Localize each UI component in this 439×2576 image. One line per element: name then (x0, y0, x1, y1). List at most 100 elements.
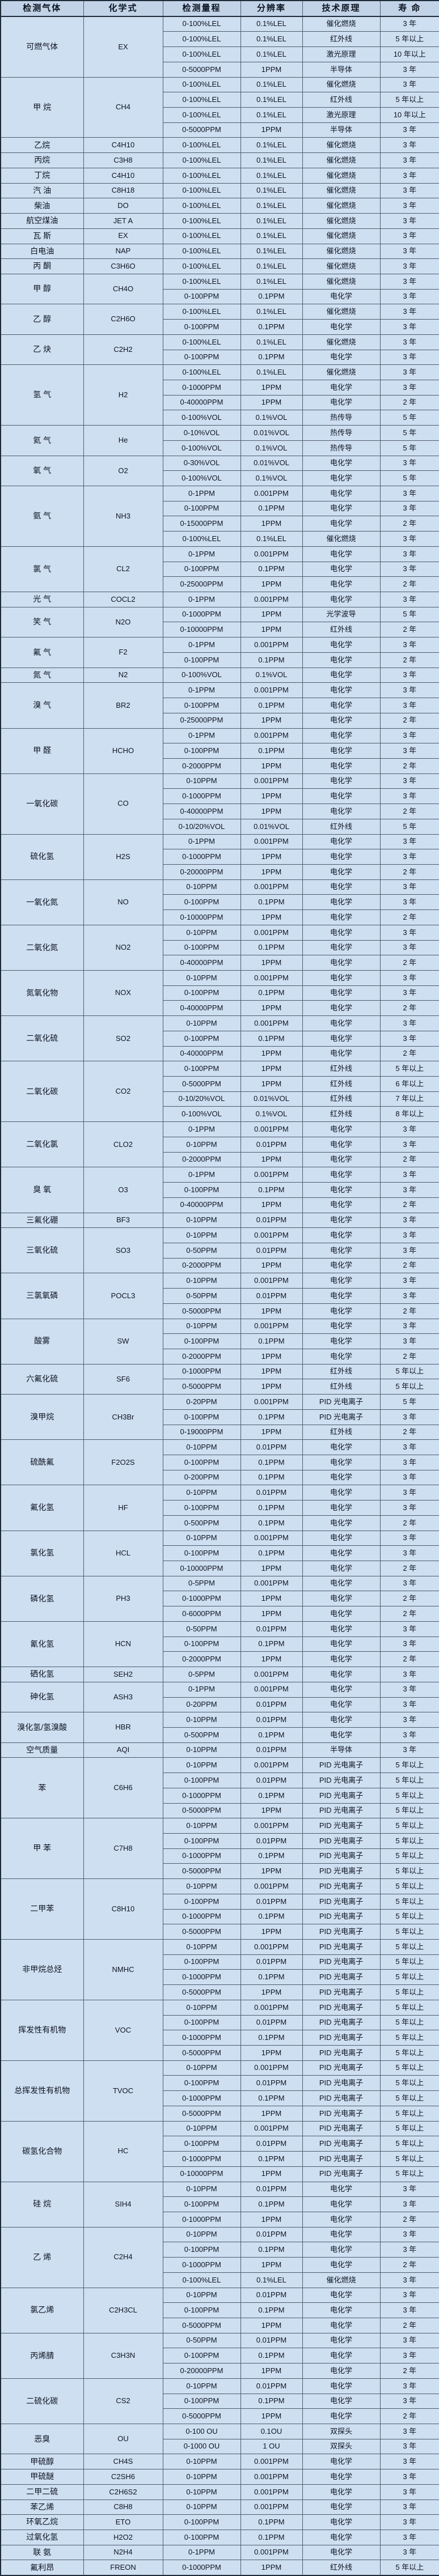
principle-cell: 电化学 (302, 728, 381, 744)
range-cell: 0-100PPM (162, 1333, 241, 1349)
lifespan-cell: 3 年 (379, 2454, 439, 2470)
formula-cell: C2H6S2 (83, 2484, 163, 2500)
resolution-cell: 0.001PPM (240, 546, 303, 562)
range-cell: 0-100%VOL (162, 1106, 241, 1123)
range-cell: 0-100PPM (162, 2075, 241, 2092)
resolution-cell: 0.1PPM (240, 349, 303, 365)
lifespan-cell: 2 年 (379, 2211, 439, 2228)
col-header-gas: 检测气体 (0, 0, 84, 17)
table-row: 硒化氢 SEH2 0-5PPM 0.001PPM 电化学 3 年 (0, 1667, 439, 1682)
range-cell: 0-100PPM (162, 500, 241, 517)
resolution-cell: 0.1%VOL (240, 667, 303, 683)
table-row: 0-5000PPM 1PPM 电化学 2 年 (1, 2317, 439, 2333)
table-row: 0-5000PPM 1PPM PID 光电离子 5 年以上 (1, 1984, 439, 2000)
range-cell: 0-10PPM (162, 924, 241, 941)
principle-cell: 半导体 (302, 61, 381, 78)
lifespan-cell: 3 年 (379, 213, 439, 229)
resolution-cell: 0.1PPM (240, 1333, 303, 1349)
gas-name-cell: 乙 炔 (0, 334, 84, 365)
resolution-cell: 0.001PPM (240, 1999, 303, 2016)
header-row: 检测气体 化学式 检测量程 分辨率 技术原理 寿 命 (0, 0, 439, 17)
table-row: 氟利昂 FREON 0-1000PPM 1PPM 红外线 5 年以上 (0, 2560, 439, 2576)
table-row: 柴油 DO 0-100%LEL 0.1%LEL 催化燃烧 3 年 (0, 198, 439, 214)
range-cell: 0-100%LEL (162, 76, 241, 93)
range-cell: 0-1000PPM (162, 379, 241, 396)
resolution-cell: 0.01%VOL (240, 425, 303, 441)
range-cell: 0-2000PPM (162, 1151, 241, 1168)
lifespan-cell: 3 年 (379, 1545, 439, 1562)
lifespan-cell: 5 年以上 (379, 1379, 439, 1395)
lifespan-cell: 5 年以上 (379, 1893, 439, 1910)
resolution-cell: 0.01PPM (240, 1954, 303, 1970)
principle-cell: 催化燃烧 (302, 304, 381, 320)
formula-cell: H2 (83, 364, 163, 426)
lifespan-cell: 3 年 (379, 16, 439, 32)
range-cell: 0-100%LEL (162, 167, 241, 184)
lifespan-cell: 3 年 (379, 2378, 439, 2394)
table-row: 甲硫醚 C2SH6 0-10PPM 0.001PPM 电化学 3 年 (0, 2469, 439, 2485)
resolution-cell: 0.1PPM (240, 1727, 303, 1743)
table-row: 0-100PPM 0.1PPM 电化学 3 年 (1, 698, 439, 713)
principle-cell: 催化燃烧 (302, 152, 381, 168)
resolution-cell: 0.01PPM (240, 1439, 303, 1455)
principle-cell: 电化学 (302, 470, 381, 486)
table-row: 三氯氧磷 POCL3 0-10PPM 0.001PPM 电化学 3 年 (0, 1273, 439, 1319)
table-row: 0-5000PPM 1PPM 电化学 2 年 (1, 1303, 439, 1319)
table-row: 0-25000PPM 1PPM 电化学 2 年 (1, 712, 439, 729)
resolution-cell: 1PPM (240, 2257, 303, 2273)
principle-cell: 电化学 (302, 1318, 381, 1334)
resolution-cell: 0.1%LEL (240, 228, 303, 244)
gas-name-cell: 砷化氢 (0, 1681, 84, 1713)
lifespan-cell: 5 年以上 (379, 2045, 439, 2061)
range-cell: 0-100 OU (162, 2424, 241, 2439)
lifespan-cell: 5 年以上 (379, 1833, 439, 1849)
gas-name-cell: 溴 气 (0, 682, 84, 729)
lifespan-cell: 3 年 (379, 1712, 439, 1728)
lifespan-cell: 2 年 (379, 804, 439, 819)
table-row: 0-1000PPM 1PPM 电化学 2 年 (1, 2211, 439, 2228)
table-row: 0-40000PPM 1PPM 电化学 2 年 (1, 955, 439, 971)
principle-cell: 电化学 (302, 1667, 381, 1682)
lifespan-cell: 3 年 (379, 258, 439, 274)
principle-cell: 电化学 (302, 2363, 381, 2379)
resolution-cell: 0.1PPM (240, 2090, 303, 2106)
table-row: 0-5000PPM 1PPM 半导体 3 年 (1, 122, 439, 138)
principle-cell: PID 光电离子 (302, 1908, 381, 1925)
resolution-cell: 0.001PPM (240, 1015, 303, 1031)
gas-name-cell: 白电油 (0, 243, 84, 260)
resolution-cell: 0.1PPM (240, 319, 303, 335)
resolution-cell: 0.001PPM (240, 486, 303, 501)
resolution-cell: 0.1PPM (240, 2393, 303, 2409)
principle-cell: 电化学 (302, 455, 381, 471)
resolution-cell: 1PPM (240, 1924, 303, 1940)
lifespan-cell: 5 年以上 (379, 1969, 439, 1986)
principle-cell: PID 光电离子 (302, 2045, 381, 2061)
gas-name-cell: 酸雾 (0, 1318, 84, 1364)
principle-cell: 电化学 (302, 1136, 381, 1153)
formula-cell: CH3Br (83, 1394, 163, 1440)
resolution-cell: 1PPM (240, 804, 303, 819)
formula-cell: C8H8 (83, 2499, 163, 2515)
table-row: 溴甲烷 CH3Br 0-20PPM 0.001PPM PID 光电离子 5 年 (0, 1394, 439, 1440)
gas-name-cell: 硫酰氟 (0, 1439, 84, 1486)
lifespan-cell: 2 年 (379, 1591, 439, 1607)
lifespan-cell: 3 年 (379, 2424, 439, 2439)
lifespan-cell: 3 年 (379, 788, 439, 805)
range-cell: 0-5000PPM (162, 1924, 241, 1940)
lifespan-cell: 3 年 (379, 364, 439, 380)
lifespan-cell: 3 年 (379, 486, 439, 501)
resolution-cell: 1PPM (240, 122, 303, 138)
range-cell: 0-100PPM (162, 698, 241, 713)
formula-cell: C2SH6 (83, 2469, 163, 2485)
resolution-cell: 0.01PPM (240, 1697, 303, 1713)
resolution-cell: 0.001PPM (240, 2484, 303, 2500)
range-cell: 0-50PPM (162, 1621, 241, 1637)
table-row: 笑 气 N2O 0-1000PPM 1PPM 光学波导 5 年 (0, 606, 439, 638)
range-cell: 0-10%VOL (162, 425, 241, 441)
range-cell: 0-10PPM (162, 1439, 241, 1455)
lifespan-cell: 3 年 (379, 2302, 439, 2318)
range-cell: 0-100PPM (162, 2514, 241, 2531)
table-row: 0-20000PPM 1PPM 电化学 2 年 (1, 864, 439, 880)
gas-name-cell: 二甲二硫 (0, 2484, 84, 2500)
table-row: 0-1000PPM 0.1PPM PID 光电离子 5 年以上 (1, 2151, 439, 2167)
